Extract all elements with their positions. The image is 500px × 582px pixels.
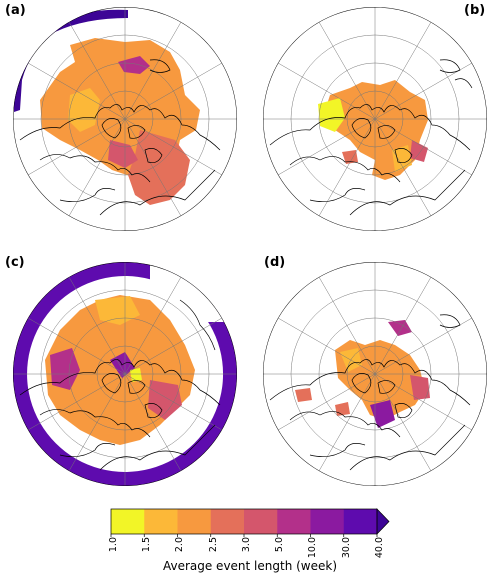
graticule-d bbox=[263, 262, 487, 486]
map-panel-a bbox=[13, 7, 237, 231]
panel-label-c: (c) bbox=[5, 255, 25, 270]
panel-label-a: (a) bbox=[5, 3, 26, 18]
graticule-a bbox=[13, 7, 237, 231]
patch-europe-red-a bbox=[108, 140, 138, 168]
patch-red-east-c bbox=[148, 380, 182, 420]
map-panel-d bbox=[263, 262, 487, 486]
patch-purple-south-d bbox=[370, 400, 395, 428]
patch-red-west-d bbox=[295, 388, 312, 402]
colorbar-title: Average event length (week) bbox=[162, 559, 338, 573]
patch-magenta-west-c bbox=[50, 348, 80, 390]
patch-red-east-d bbox=[410, 375, 430, 400]
graticule-b bbox=[263, 7, 487, 231]
colorbar-tick-label: 3.0 bbox=[241, 537, 252, 553]
colorbar-extend-max bbox=[376, 508, 390, 535]
colorbar bbox=[110, 508, 390, 537]
colorbar-segment-6 bbox=[310, 509, 345, 534]
colorbar-tick-label: 40.0 bbox=[374, 537, 385, 559]
colorbar-tick-label: 30.0 bbox=[340, 537, 352, 559]
coastlines-a bbox=[19, 59, 221, 216]
patch-red-east-b bbox=[410, 140, 428, 162]
patch-red-south-b bbox=[342, 150, 358, 164]
colorbar-tick-label: 1.5 bbox=[141, 537, 153, 553]
map-panel-c bbox=[13, 262, 237, 486]
map-panel-b bbox=[263, 7, 487, 231]
colorbar-tick-label: 2.0 bbox=[174, 537, 186, 553]
colorbar-tick-label: 10.0 bbox=[307, 537, 319, 559]
colorbar-tick-label: 5.0 bbox=[274, 537, 286, 553]
graticule-c bbox=[13, 262, 237, 486]
patch-west-yellow-a bbox=[68, 88, 100, 132]
patch-north-yellow-c bbox=[95, 296, 140, 325]
colorbar-segment-7 bbox=[343, 509, 378, 534]
coastlines-d bbox=[269, 314, 471, 471]
colorbar-segment-3 bbox=[210, 509, 245, 534]
colorbar-segment-0 bbox=[111, 509, 145, 534]
colorbar-segment-5 bbox=[277, 509, 311, 534]
colorbar-tick-label: 1.0 bbox=[108, 537, 119, 553]
colorbar-segment-4 bbox=[244, 509, 278, 534]
colorbar-segment-1 bbox=[144, 509, 178, 534]
colorbar-tick-label: 2.5 bbox=[207, 537, 219, 553]
patch-north-magenta-a bbox=[118, 56, 150, 74]
panel-label-d: (d) bbox=[264, 255, 286, 270]
colorbar-segment-2 bbox=[177, 509, 212, 534]
event-length-patches-d bbox=[295, 320, 430, 428]
patch-west-yellow-b bbox=[318, 98, 345, 132]
coastlines-c bbox=[19, 299, 221, 471]
patch-asia-red-a bbox=[128, 130, 190, 205]
coastlines-b bbox=[269, 59, 473, 216]
patch-atlantic-orange-a bbox=[150, 95, 178, 125]
patch-north-magenta-d bbox=[388, 320, 412, 336]
panel-label-b: (b) bbox=[464, 3, 486, 18]
